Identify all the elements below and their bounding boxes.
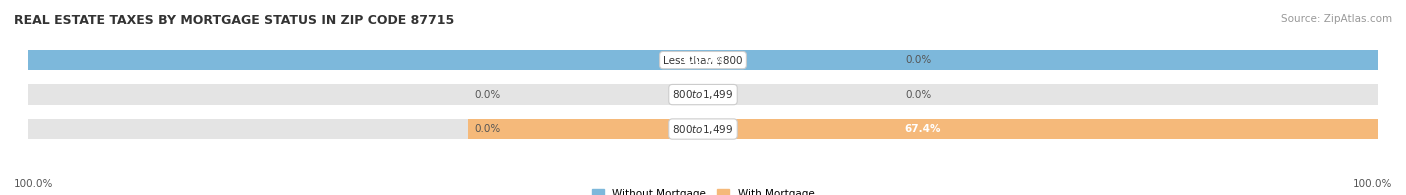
Text: $800 to $1,499: $800 to $1,499: [672, 122, 734, 136]
Bar: [28, 84, 1378, 105]
Text: Source: ZipAtlas.com: Source: ZipAtlas.com: [1281, 14, 1392, 24]
Text: 0.0%: 0.0%: [474, 124, 501, 134]
Text: 0.0%: 0.0%: [905, 55, 932, 65]
Text: 100.0%: 100.0%: [682, 55, 724, 65]
Text: 0.0%: 0.0%: [905, 90, 932, 100]
Bar: [28, 119, 1378, 139]
Legend: Without Mortgage, With Mortgage: Without Mortgage, With Mortgage: [588, 185, 818, 195]
Bar: [468, 119, 1378, 139]
Bar: [28, 50, 1378, 70]
Text: 67.4%: 67.4%: [904, 124, 941, 134]
Text: $800 to $1,499: $800 to $1,499: [672, 88, 734, 101]
Bar: [28, 50, 1378, 70]
Text: REAL ESTATE TAXES BY MORTGAGE STATUS IN ZIP CODE 87715: REAL ESTATE TAXES BY MORTGAGE STATUS IN …: [14, 14, 454, 27]
Text: 100.0%: 100.0%: [14, 179, 53, 189]
Text: 100.0%: 100.0%: [1353, 179, 1392, 189]
Text: Less than $800: Less than $800: [664, 55, 742, 65]
Text: 0.0%: 0.0%: [474, 90, 501, 100]
